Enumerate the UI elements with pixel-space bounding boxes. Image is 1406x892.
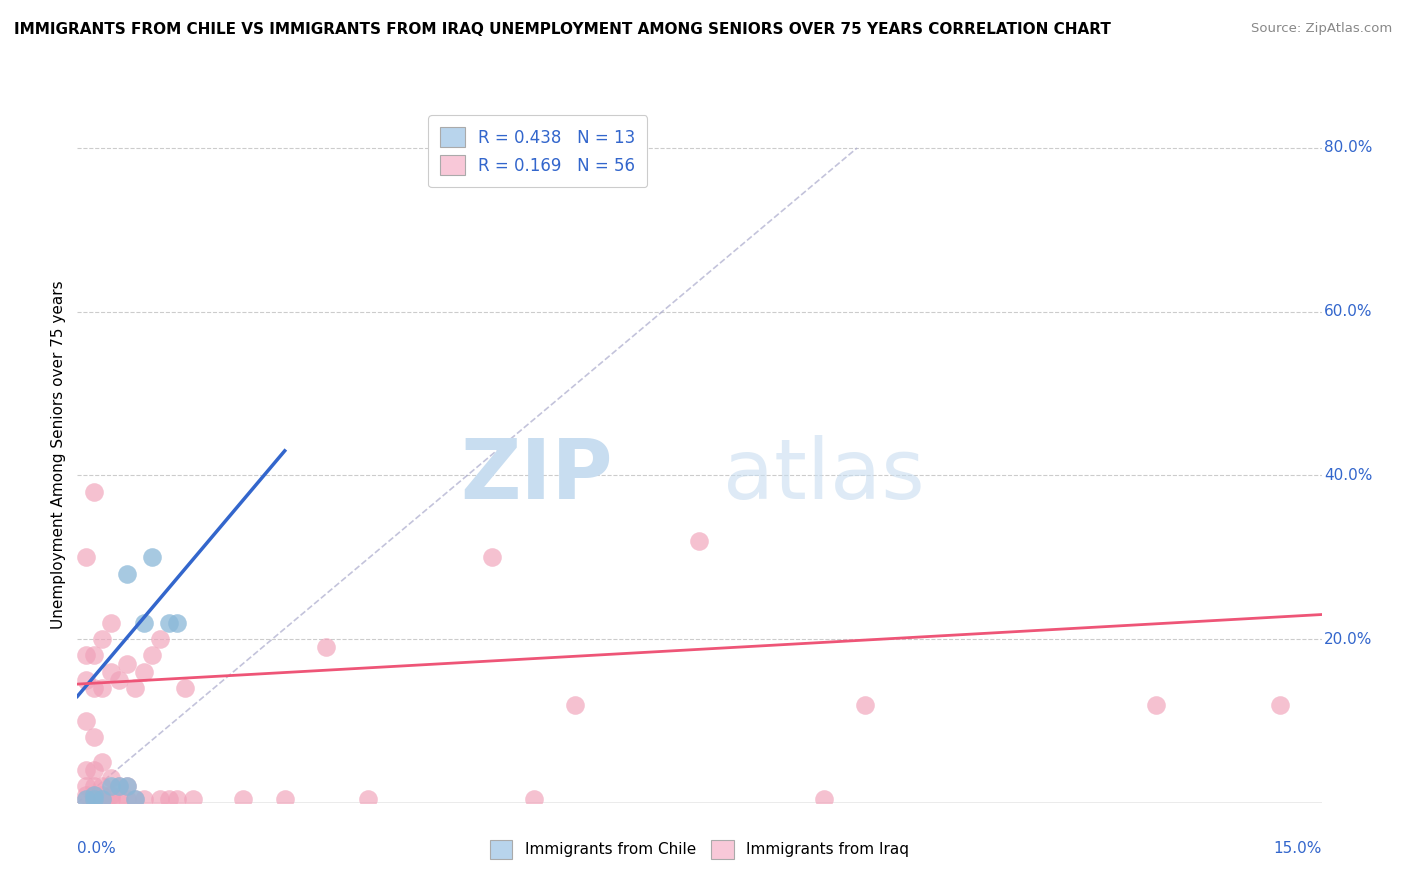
- Point: [108, 673, 131, 687]
- Point: [83, 791, 105, 805]
- Point: [100, 780, 122, 794]
- Point: [75, 648, 97, 663]
- Point: [315, 640, 337, 655]
- Point: [91, 791, 114, 805]
- Point: [83, 780, 105, 794]
- Y-axis label: Unemployment Among Seniors over 75 years: Unemployment Among Seniors over 75 years: [51, 281, 66, 629]
- Point: [83, 788, 105, 802]
- Point: [124, 791, 146, 805]
- Point: [1144, 698, 1167, 712]
- Text: Source: ZipAtlas.com: Source: ZipAtlas.com: [1251, 22, 1392, 36]
- Point: [108, 780, 131, 794]
- Point: [91, 632, 114, 646]
- Point: [75, 673, 97, 687]
- Point: [75, 763, 97, 777]
- Point: [274, 791, 297, 805]
- Point: [132, 615, 155, 630]
- Point: [115, 657, 138, 671]
- Point: [75, 791, 97, 805]
- Point: [75, 550, 97, 565]
- Point: [157, 615, 180, 630]
- Point: [100, 615, 122, 630]
- Text: 40.0%: 40.0%: [1324, 468, 1372, 483]
- Text: 20.0%: 20.0%: [1324, 632, 1372, 647]
- Point: [166, 615, 188, 630]
- Text: 0.0%: 0.0%: [77, 841, 117, 856]
- Point: [166, 791, 188, 805]
- Text: 15.0%: 15.0%: [1274, 841, 1322, 856]
- Point: [564, 698, 586, 712]
- Point: [75, 780, 97, 794]
- Point: [124, 681, 146, 696]
- Point: [124, 791, 146, 805]
- Point: [481, 550, 503, 565]
- Point: [115, 791, 138, 805]
- Point: [132, 665, 155, 679]
- Point: [115, 566, 138, 581]
- Point: [141, 550, 163, 565]
- Point: [108, 780, 131, 794]
- Point: [91, 780, 114, 794]
- Point: [357, 791, 380, 805]
- Point: [132, 791, 155, 805]
- Point: [91, 681, 114, 696]
- Point: [91, 788, 114, 802]
- Point: [83, 484, 105, 499]
- Point: [232, 791, 254, 805]
- Point: [83, 791, 105, 805]
- Point: [75, 791, 97, 805]
- Point: [855, 698, 877, 712]
- Point: [115, 780, 138, 794]
- Point: [100, 791, 122, 805]
- Point: [1270, 698, 1292, 712]
- Point: [523, 791, 546, 805]
- Point: [100, 665, 122, 679]
- Point: [83, 681, 105, 696]
- Point: [83, 788, 105, 802]
- Point: [108, 791, 131, 805]
- Point: [100, 771, 122, 785]
- Point: [813, 791, 835, 805]
- Point: [91, 791, 114, 805]
- Point: [75, 714, 97, 728]
- Legend: Immigrants from Chile, Immigrants from Iraq: Immigrants from Chile, Immigrants from I…: [484, 834, 915, 864]
- Point: [689, 533, 711, 548]
- Point: [115, 780, 138, 794]
- Point: [83, 731, 105, 745]
- Point: [91, 755, 114, 769]
- Point: [183, 791, 205, 805]
- Point: [149, 632, 172, 646]
- Point: [157, 791, 180, 805]
- Text: ZIP: ZIP: [460, 435, 613, 516]
- Point: [141, 648, 163, 663]
- Text: 80.0%: 80.0%: [1324, 140, 1372, 155]
- Text: 60.0%: 60.0%: [1324, 304, 1372, 319]
- Point: [149, 791, 172, 805]
- Point: [83, 763, 105, 777]
- Point: [100, 788, 122, 802]
- Point: [174, 681, 197, 696]
- Text: IMMIGRANTS FROM CHILE VS IMMIGRANTS FROM IRAQ UNEMPLOYMENT AMONG SENIORS OVER 75: IMMIGRANTS FROM CHILE VS IMMIGRANTS FROM…: [14, 22, 1111, 37]
- Point: [83, 648, 105, 663]
- Point: [75, 788, 97, 802]
- Text: atlas: atlas: [723, 435, 925, 516]
